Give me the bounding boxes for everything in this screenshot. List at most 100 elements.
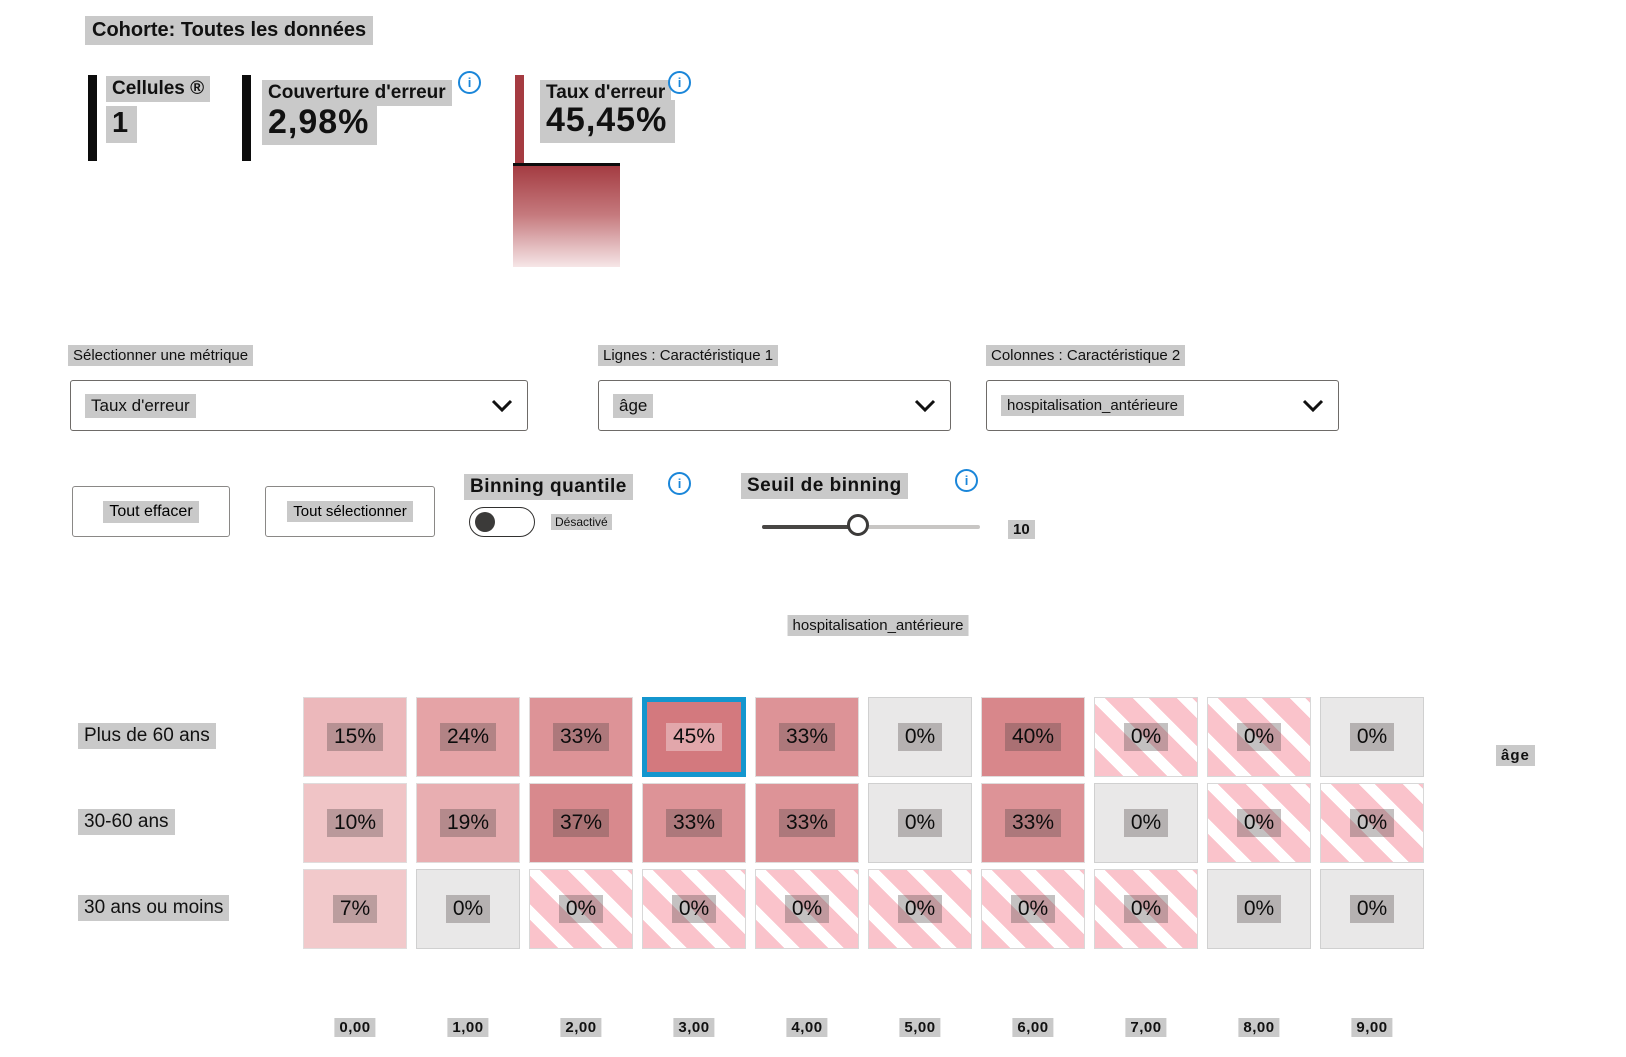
heatmap-cell[interactable]: 33% [755, 697, 859, 777]
heatmap-cell[interactable]: 0% [1320, 697, 1424, 777]
heatmap-cell-value: 0% [1349, 723, 1395, 751]
info-icon[interactable]: i [955, 469, 978, 492]
heatmap-cell[interactable]: 0% [1094, 783, 1198, 863]
heatmap-cell-value: 0% [1123, 723, 1169, 751]
heatmap-cell-value: 24% [439, 723, 497, 751]
heatmap-cell-selected[interactable]: 45% [642, 697, 746, 777]
heatmap-cell-value: 0% [1236, 723, 1282, 751]
heatmap-cell[interactable]: 40% [981, 697, 1085, 777]
heatmap-column-label: 2,00 [560, 1018, 602, 1037]
heatmap-cell[interactable]: 0% [1207, 783, 1311, 863]
heatmap-column-label: 3,00 [673, 1018, 715, 1037]
feature1-select-value: âge [613, 393, 654, 418]
heatmap-row-label: 30 ans ou moins [78, 895, 230, 921]
heatmap-cell-value: 40% [1004, 723, 1062, 751]
quantile-binning-toggle[interactable] [469, 507, 535, 537]
heatmap-cell-value: 10% [326, 809, 384, 837]
heatmap-column-label: 6,00 [1012, 1018, 1054, 1037]
info-icon[interactable]: i [668, 71, 691, 94]
heatmap-cell[interactable]: 24% [416, 697, 520, 777]
feature2-select-dropdown[interactable]: hospitalisation_antérieure [986, 380, 1339, 431]
heatmap-cell-value: 0% [1123, 895, 1169, 923]
heatmap-cell[interactable]: 7% [303, 869, 407, 949]
heatmap-column-label: 7,00 [1125, 1018, 1167, 1037]
heatmap-cell[interactable]: 0% [1320, 783, 1424, 863]
heatmap-cell-value: 0% [1010, 895, 1056, 923]
heatmap-cell-value: 0% [1123, 809, 1169, 837]
feature1-select-dropdown[interactable]: âge [598, 380, 951, 431]
toggle-knob [475, 512, 495, 532]
heatmap-cell[interactable]: 0% [1207, 697, 1311, 777]
metric-divider [88, 75, 97, 161]
heatmap-cell[interactable]: 0% [868, 697, 972, 777]
chevron-down-icon [1302, 399, 1324, 412]
heatmap-cell[interactable]: 0% [868, 869, 972, 949]
heatmap-cell-value: 0% [1349, 809, 1395, 837]
heatmap-cell[interactable]: 19% [416, 783, 520, 863]
select-all-button[interactable]: Tout sélectionner [265, 486, 435, 537]
feature2-select-label: Colonnes : Caractéristique 2 [986, 345, 1186, 366]
quantile-binning-label: Binning quantile [464, 474, 633, 500]
heatmap-cell-value: 0% [1236, 809, 1282, 837]
slider-fill [762, 525, 858, 529]
coverage-metric-value: 2,98% [262, 102, 378, 145]
feature2-select-value: hospitalisation_antérieure [1001, 395, 1184, 416]
heatmap-cell-value: 33% [1004, 809, 1062, 837]
heatmap-column-label: 4,00 [786, 1018, 828, 1037]
heatmap-cell-value: 33% [778, 723, 836, 751]
heatmap-cell[interactable]: 0% [868, 783, 972, 863]
heatmap-cell[interactable]: 33% [755, 783, 859, 863]
heatmap-cell[interactable]: 0% [1094, 869, 1198, 949]
heatmap-cell-value: 33% [778, 809, 836, 837]
heatmap-cell[interactable]: 33% [642, 783, 746, 863]
heatmap-cell[interactable]: 33% [529, 697, 633, 777]
heatmap-cell[interactable]: 0% [755, 869, 859, 949]
heatmap-cell[interactable]: 0% [1207, 869, 1311, 949]
clear-all-button-label: Tout effacer [103, 500, 199, 523]
heatmap-cell[interactable]: 0% [1320, 869, 1424, 949]
binning-threshold-slider[interactable] [762, 525, 980, 529]
metric-select-label: Sélectionner une métrique [68, 345, 254, 366]
heatmap-column-label: 9,00 [1351, 1018, 1393, 1037]
heatmap-cell[interactable]: 0% [642, 869, 746, 949]
heatmap-cell-value: 0% [897, 809, 943, 837]
metric-select-dropdown[interactable]: Taux d'erreur [70, 380, 528, 431]
heatmap-cell-value: 0% [1236, 895, 1282, 923]
clear-all-button[interactable]: Tout effacer [72, 486, 230, 537]
heatmap-cell[interactable]: 0% [1094, 697, 1198, 777]
info-icon[interactable]: i [458, 71, 481, 94]
error-rate-bar [515, 75, 524, 163]
heatmap-column-label: 0,00 [334, 1018, 376, 1037]
heatmap-column-axis-label: hospitalisation_antérieure [787, 615, 969, 636]
heatmap-cell-value: 0% [445, 895, 491, 923]
heatmap-cell-value: 19% [439, 809, 497, 837]
binning-threshold-value: 10 [1008, 520, 1035, 539]
heatmap-column-label: 5,00 [899, 1018, 941, 1037]
heatmap-cell[interactable]: 0% [529, 869, 633, 949]
heatmap-row-label: Plus de 60 ans [78, 723, 216, 749]
metric-select-value: Taux d'erreur [85, 393, 196, 418]
heatmap-cell-value: 0% [1349, 895, 1395, 923]
chevron-down-icon [491, 399, 513, 412]
heatmap-row-axis-label: âge [1496, 745, 1535, 766]
heatmap-cell-value: 7% [332, 895, 378, 923]
info-icon[interactable]: i [668, 472, 691, 495]
chevron-down-icon [914, 399, 936, 412]
metric-divider [242, 75, 251, 161]
cells-metric-label: Cellules ® [106, 76, 211, 102]
heatmap-cell[interactable]: 0% [981, 869, 1085, 949]
quantile-binning-state: Désactivé [551, 514, 612, 530]
binning-threshold-slider-thumb[interactable] [847, 514, 869, 536]
heatmap-cell[interactable]: 0% [416, 869, 520, 949]
cells-metric-value: 1 [106, 106, 138, 143]
binning-threshold-label: Seuil de binning [741, 473, 908, 499]
heatmap-cell-value: 33% [552, 723, 610, 751]
heatmap-cell[interactable]: 33% [981, 783, 1085, 863]
heatmap-cell[interactable]: 37% [529, 783, 633, 863]
feature1-select-label: Lignes : Caractéristique 1 [598, 345, 779, 366]
heatmap-cell-value: 0% [671, 895, 717, 923]
heatmap-cell[interactable]: 15% [303, 697, 407, 777]
heatmap-cell-value: 0% [897, 723, 943, 751]
heatmap-cell[interactable]: 10% [303, 783, 407, 863]
